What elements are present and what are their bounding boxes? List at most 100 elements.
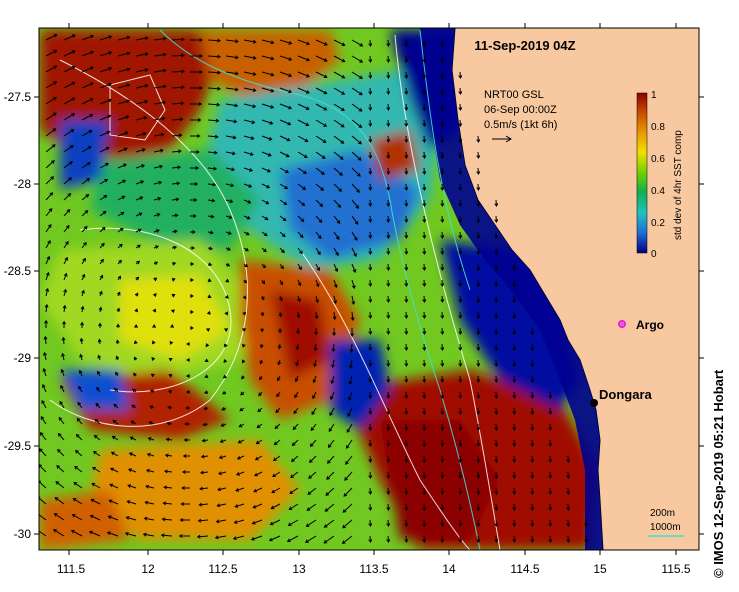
current-arrow-head (215, 118, 220, 123)
current-arrow-head (261, 280, 266, 285)
current-arrow (441, 439, 443, 447)
current-arrow-head (282, 217, 287, 222)
current-arrow-head (162, 68, 167, 73)
current-arrow-head (116, 323, 121, 328)
current-arrow (405, 151, 407, 159)
current-arrow-head (181, 470, 186, 474)
current-arrow-head (358, 124, 363, 128)
scale-arrow (492, 135, 512, 143)
current-arrow (441, 279, 443, 287)
current-arrow-head (241, 343, 246, 348)
current-arrow-head (440, 315, 445, 319)
current-arrow (218, 471, 227, 475)
current-arrow (333, 119, 345, 128)
current-arrow-head (168, 373, 173, 378)
current-arrow (171, 166, 181, 169)
current-arrow-head (494, 219, 499, 223)
current-arrow-head (87, 162, 91, 166)
current-arrow-head (229, 199, 234, 204)
current-arrow-head (404, 267, 409, 271)
current-arrow (441, 343, 443, 351)
current-arrow-head (249, 152, 254, 156)
current-arrow-head (386, 347, 391, 351)
current-arrow-head (306, 73, 310, 78)
current-arrow-head (233, 119, 238, 124)
current-arrow-head (512, 507, 517, 511)
current-arrow-head (440, 411, 445, 415)
current-arrow-head (222, 374, 227, 379)
current-arrow (423, 439, 425, 447)
current-arrow (387, 151, 389, 159)
current-arrow (349, 375, 353, 385)
current-arrow-head (342, 524, 346, 529)
current-arrow (441, 247, 443, 255)
current-arrow (117, 36, 130, 41)
current-arrow-head (144, 68, 149, 72)
current-arrow-head (341, 74, 346, 79)
current-arrow-head (143, 115, 148, 120)
current-arrow (477, 343, 479, 351)
current-arrow (423, 87, 425, 95)
current-arrow-head (368, 43, 373, 47)
current-arrow (76, 434, 83, 441)
dongara-label: Dongara (599, 387, 653, 402)
current-arrow-head (199, 486, 204, 491)
current-arrow-head (404, 107, 409, 111)
current-arrow-head (317, 251, 321, 256)
current-arrow-head (92, 450, 97, 455)
current-arrow-head (273, 441, 278, 446)
current-arrow-head (110, 451, 115, 456)
current-arrow (237, 455, 245, 460)
current-arrow (297, 231, 304, 238)
current-arrow (405, 183, 407, 191)
current-arrow (99, 227, 106, 233)
current-arrow (153, 53, 166, 57)
current-arrow-head (209, 246, 214, 251)
current-arrow (91, 483, 101, 489)
current-arrow (279, 39, 292, 45)
current-arrow-head (60, 368, 65, 373)
current-arrow-head (323, 123, 328, 127)
current-arrow (59, 401, 65, 409)
current-arrow-head (422, 475, 427, 479)
current-arrow (441, 423, 443, 431)
current-arrow (163, 502, 173, 505)
current-arrow (127, 484, 137, 489)
current-arrow (459, 247, 461, 255)
current-arrow-head (148, 421, 153, 425)
current-arrow (347, 407, 353, 417)
argo-label: Argo (636, 318, 664, 332)
current-arrow (253, 487, 263, 493)
current-arrow (63, 289, 67, 297)
current-arrow-head (530, 363, 535, 367)
current-arrow-head (263, 232, 268, 237)
current-arrow-head (346, 429, 351, 433)
current-arrow (198, 519, 209, 522)
current-arrow-head (227, 231, 232, 235)
current-arrow-head (107, 515, 112, 520)
current-arrow-head (347, 397, 352, 401)
current-arrow (297, 183, 306, 190)
current-arrow-head (242, 311, 247, 316)
current-arrow (63, 145, 74, 153)
current-arrow (387, 119, 389, 127)
current-arrow (405, 135, 407, 143)
current-arrow (495, 375, 497, 383)
current-arrow-head (234, 504, 239, 508)
current-arrow-head (199, 70, 204, 74)
current-arrow (117, 84, 130, 89)
current-arrow-head (440, 75, 445, 79)
current-arrow (81, 242, 87, 249)
current-arrow (117, 211, 124, 217)
current-arrow-head (88, 130, 93, 134)
current-arrow (423, 215, 425, 223)
current-arrow (369, 247, 371, 255)
current-arrow-head (126, 500, 131, 504)
current-arrow-head (386, 59, 391, 63)
current-arrow-head (252, 39, 257, 44)
current-arrow-head (63, 288, 67, 293)
current-arrow-head (117, 275, 122, 280)
current-arrow (297, 55, 310, 61)
current-arrow (333, 151, 344, 160)
current-arrow (477, 247, 479, 255)
